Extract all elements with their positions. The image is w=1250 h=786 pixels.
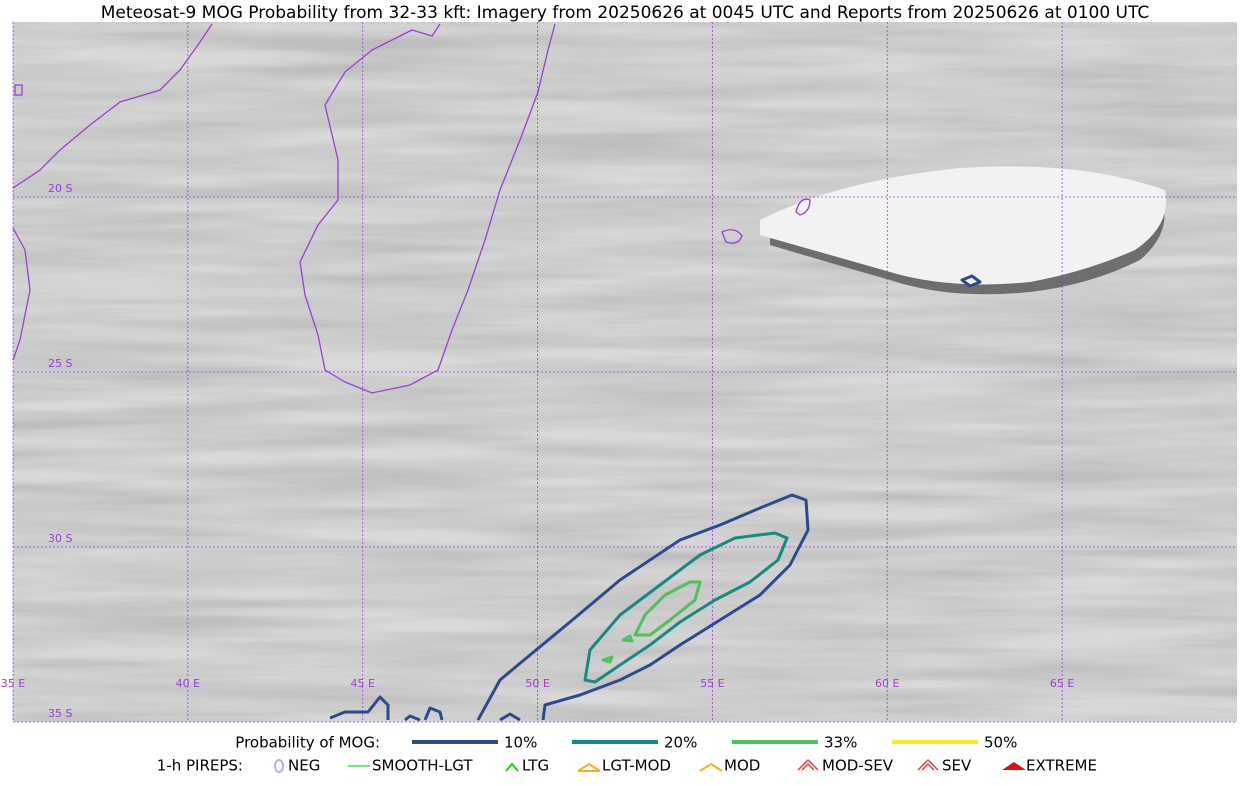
- coastline: [14, 84, 23, 96]
- legend-label: 50%: [984, 734, 1017, 752]
- legend-title: 1-h PIREPS:: [157, 757, 243, 775]
- pirep-symbol: [917, 758, 939, 771]
- contours: [329, 274, 982, 722]
- coastline: [721, 229, 743, 244]
- legend-label: NEG: [288, 757, 320, 775]
- legend-label: SMOOTH-LGT: [372, 757, 473, 775]
- graticule: 35 E 40 E 45 E 50 E 55 E 60 E 65 E 20 S 25 S 30 S…: [1, 22, 1237, 723]
- lon-label: 45 E: [350, 677, 374, 690]
- contour-10: [476, 493, 810, 721]
- lon-label: 55 E: [700, 677, 724, 690]
- pirep-symbol: [577, 762, 601, 772]
- lat-label: 35 S: [48, 707, 72, 720]
- lat-label: 25 S: [48, 357, 72, 370]
- legend-label: EXTREME: [1026, 757, 1097, 775]
- lon-label: 35 E: [1, 677, 25, 690]
- legend-label: 33%: [824, 734, 857, 752]
- legend-label: LGT-MOD: [602, 757, 671, 775]
- lat-label: 30 S: [48, 532, 72, 545]
- contour-20: [583, 531, 789, 684]
- coastline: [12, 23, 213, 189]
- legend-title: Probability of MOG:: [235, 734, 380, 752]
- pirep-symbol: [274, 759, 284, 773]
- lat-label: 20 S: [48, 182, 72, 195]
- cloud: [760, 166, 1167, 285]
- pirep-symbol: [797, 758, 819, 771]
- lon-label: 65 E: [1050, 677, 1074, 690]
- lon-label: 40 E: [176, 677, 200, 690]
- coastline: [299, 23, 556, 394]
- legend-label: MOD: [724, 757, 760, 775]
- coastline: [12, 227, 31, 361]
- lon-label: 60 E: [875, 677, 899, 690]
- coastline: [795, 198, 811, 216]
- contour-10: [960, 274, 982, 288]
- legend-label: SEV: [942, 757, 972, 775]
- map-title: Meteosat-9 MOG Probability from 32-33 kf…: [101, 3, 1150, 23]
- legend: Probability of MOG: 10% 20% 33% 50% 1-h PIREP…: [157, 734, 1097, 775]
- legend-label: 20%: [664, 734, 697, 752]
- pirep-symbol: [505, 762, 519, 772]
- legend-label: MOD-SEV: [822, 757, 894, 775]
- lon-label: 50 E: [525, 677, 549, 690]
- contour-33: [601, 580, 702, 664]
- coastlines: [12, 23, 811, 394]
- pirep-symbol: [1002, 762, 1026, 770]
- contour-10: [329, 695, 521, 722]
- legend-label: LTG: [522, 757, 549, 775]
- pirep-symbol: [699, 762, 723, 772]
- legend-label: 10%: [504, 734, 537, 752]
